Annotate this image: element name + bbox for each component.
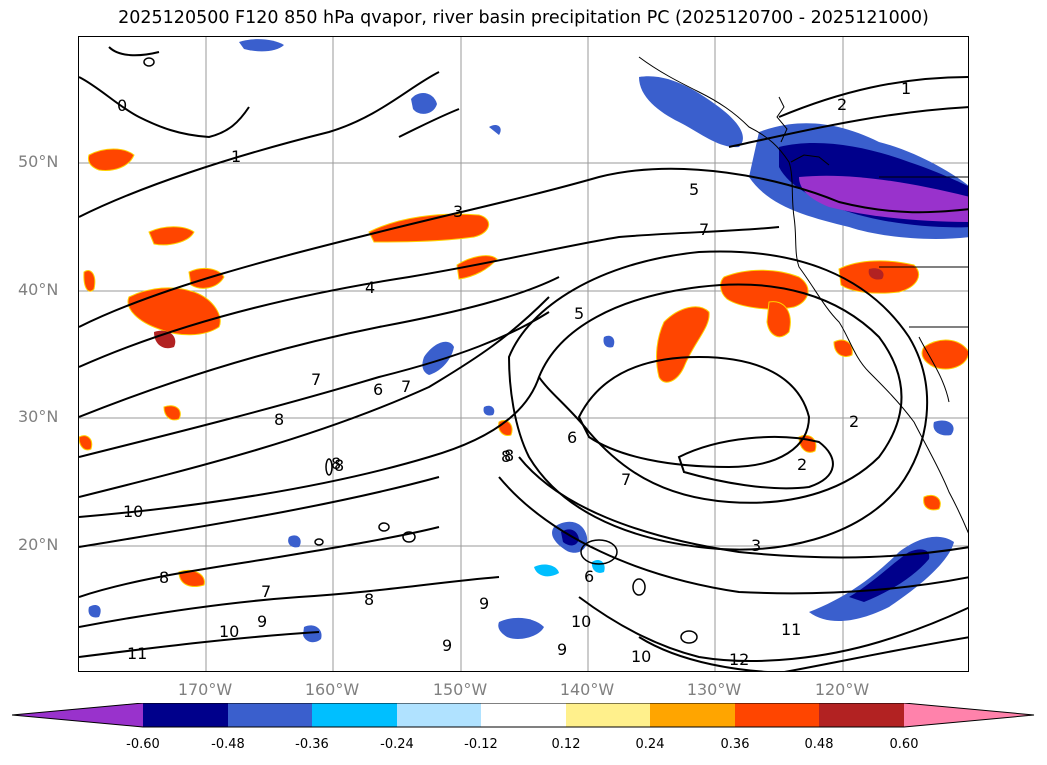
- lat-label-40n: 40°N: [18, 280, 59, 299]
- lon-label-150w: 150°W: [432, 680, 488, 699]
- contour-label: 8: [334, 456, 344, 475]
- contour-label: 7: [311, 370, 321, 389]
- lon-label-170w: 170°W: [177, 680, 233, 699]
- qvapor-contours: [79, 46, 968, 671]
- colorbar-tick: 0.60: [889, 737, 919, 752]
- contour-label: 1: [231, 147, 241, 166]
- contour-labels: 0 1 1 2 3 4 5 5 7 7 6 7 8 8 8 6 7 2 2 3 …: [117, 79, 911, 669]
- colorbar-segment: [397, 703, 481, 727]
- contour-label: 5: [689, 180, 699, 199]
- contour-label: 7: [401, 377, 411, 396]
- colorbar-tick: -0.24: [380, 737, 414, 752]
- colorbar-segment: [566, 703, 650, 727]
- contour-label: 7: [621, 470, 631, 489]
- colorbar-segment: [481, 703, 566, 727]
- contour-label: 2: [849, 412, 859, 431]
- colorbar-tick: 0.48: [804, 737, 834, 752]
- colorbar-segment: [735, 703, 819, 727]
- contour-label: 10: [571, 612, 591, 631]
- colorbar-tick: 0.24: [635, 737, 665, 752]
- colorbar-tick: -0.36: [295, 737, 329, 752]
- contour-label: 10: [631, 647, 651, 666]
- contour-label: 7: [261, 582, 271, 601]
- contour-label: 8: [504, 446, 514, 465]
- contour-label: 10: [219, 622, 239, 641]
- contour-label: 11: [127, 644, 147, 663]
- lat-label-20n: 20°N: [18, 535, 59, 554]
- colorbar-segment: [228, 703, 312, 727]
- map-svg: 0 1 1 2 3 4 5 5 7 7 6 7 8 8 8 6 7 2 2 3 …: [79, 37, 968, 671]
- coastlines: [638, 56, 968, 534]
- colorbar-segment: [143, 703, 228, 727]
- lon-label-140w: 140°W: [559, 680, 615, 699]
- contour-label: 5: [574, 304, 584, 323]
- contour-label: 6: [373, 380, 383, 399]
- colorbar-tick: -0.60: [126, 737, 160, 752]
- contour-label: 8: [364, 590, 374, 609]
- lon-label-120w: 120°W: [814, 680, 870, 699]
- contour-label: 4: [365, 278, 375, 297]
- positive-precip-shading: [79, 148, 968, 587]
- contour-label: 9: [479, 594, 489, 613]
- colorbar-extend-right: [904, 703, 1034, 727]
- colorbar-tick: 0.12: [551, 737, 581, 752]
- contour-label: 8: [501, 447, 511, 466]
- lon-label-160w: 160°W: [304, 680, 360, 699]
- contour-label: 11: [781, 620, 801, 639]
- contour-label: 6: [584, 567, 594, 586]
- contour-label: 3: [453, 202, 463, 221]
- lon-label-130w: 130°W: [686, 680, 742, 699]
- colorbar-tick: 0.36: [720, 737, 750, 752]
- map-title: 2025120500 F120 850 hPa qvapor, river ba…: [118, 8, 929, 28]
- contour-label: 2: [797, 455, 807, 474]
- contour-label: 8: [159, 568, 169, 587]
- colorbar-extend-left: [12, 703, 143, 727]
- contour-label: 8: [274, 410, 284, 429]
- contour-label: 2: [837, 95, 847, 114]
- colorbar-segment: [650, 703, 735, 727]
- colorbar-segment: [312, 703, 397, 727]
- colorbar-segment: [819, 703, 904, 727]
- map-panel: 0 1 1 2 3 4 5 5 7 7 6 7 8 8 8 6 7 2 2 3 …: [78, 36, 969, 672]
- contour-label: 9: [557, 640, 567, 659]
- contour-label: 9: [257, 612, 267, 631]
- contour-label: 7: [699, 220, 709, 239]
- lat-label-30n: 30°N: [18, 407, 59, 426]
- lat-label-50n: 50°N: [18, 152, 59, 171]
- small-contours: [143, 57, 698, 644]
- contour-label: 1: [901, 79, 911, 98]
- contour-label: 3: [751, 536, 761, 555]
- contour-label: 8: [331, 454, 341, 473]
- negative-precip-shading: [88, 39, 968, 643]
- gridlines: [79, 37, 968, 671]
- colorbar-tick: -0.48: [211, 737, 245, 752]
- colorbar-tick: -0.12: [464, 737, 498, 752]
- contour-label: 6: [567, 428, 577, 447]
- contour-label: 0: [117, 96, 127, 115]
- contour-label: 9: [442, 636, 452, 655]
- contour-label: 12: [729, 650, 749, 669]
- colorbar: [12, 703, 1035, 728]
- contour-label: 10: [123, 502, 143, 521]
